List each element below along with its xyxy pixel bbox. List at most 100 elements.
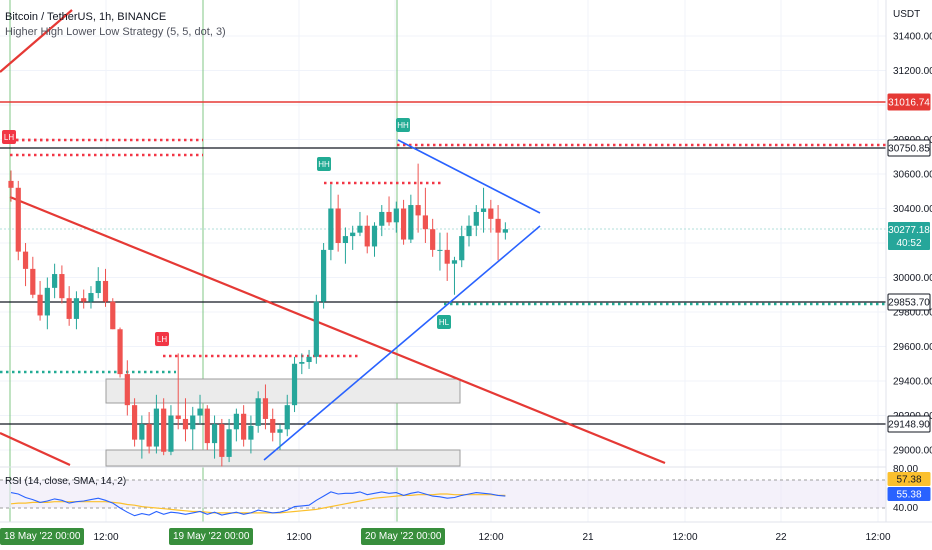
candle	[451, 260, 458, 264]
signal-badge	[437, 315, 451, 329]
signal-badge	[396, 118, 410, 132]
candle	[393, 208, 399, 223]
candle	[313, 301, 319, 357]
resistance-price-label-box	[887, 93, 931, 111]
candle	[117, 329, 123, 375]
trend-lines	[0, 9, 666, 467]
candle	[226, 429, 232, 457]
candle	[66, 298, 72, 319]
price-tick: 30600.00	[893, 170, 932, 181]
level-lines	[0, 101, 886, 425]
candle	[299, 362, 305, 364]
time-axis[interactable]: 12:00 12:00 12:00 21 12:00 22 12:00	[0, 521, 932, 543]
candle	[415, 205, 421, 216]
candle	[233, 413, 239, 430]
signal-labels: LH HH HH LH HL	[2, 118, 451, 346]
zone-box	[105, 378, 461, 404]
rsi-level-label: 40.00	[893, 503, 918, 514]
trend-line-red	[0, 9, 73, 73]
price-tick: 31400.00	[893, 32, 932, 43]
candle	[44, 287, 50, 316]
candle	[15, 187, 21, 252]
candle	[291, 363, 298, 406]
date-highlight-20: 20 May '22 00:00	[361, 528, 446, 545]
candle	[437, 249, 443, 251]
candle	[480, 208, 487, 212]
price-tick: 30400.00	[893, 204, 932, 215]
time-tick: 12:00	[93, 532, 118, 543]
candle	[182, 418, 189, 430]
signal-text: LH	[4, 133, 14, 142]
candle	[321, 249, 327, 302]
rsi-pane	[0, 466, 886, 517]
candle	[459, 236, 465, 261]
candle	[161, 408, 167, 452]
candle	[88, 293, 94, 302]
date-highlight-19: 19 May '22 00:00	[169, 528, 254, 545]
candle	[502, 229, 508, 233]
candle	[466, 225, 472, 237]
signal-text: HH	[318, 160, 330, 169]
signal-badge	[317, 157, 331, 171]
candle	[59, 274, 65, 299]
candle	[408, 205, 414, 240]
last-price-box	[888, 222, 930, 250]
candle	[350, 232, 356, 237]
candle	[473, 211, 479, 226]
signal-text: HH	[397, 121, 409, 130]
candle	[175, 415, 181, 419]
time-tick: 22	[775, 532, 787, 543]
time-tick: 21	[582, 532, 594, 543]
zone-boxes	[105, 378, 461, 467]
price-tick: 29800.00	[893, 308, 932, 319]
candlestick-series	[8, 163, 508, 468]
candle	[430, 229, 436, 250]
candle	[146, 424, 152, 447]
price-tick: 29400.00	[893, 377, 932, 388]
candle	[371, 225, 378, 247]
candle	[81, 298, 87, 302]
rsi-value: 55.38	[896, 490, 921, 501]
countdown-label: 40:52	[896, 238, 921, 249]
low-price-label-box	[887, 415, 931, 433]
candle	[204, 408, 210, 444]
time-tick: 12:00	[865, 532, 890, 543]
candle	[211, 424, 218, 444]
candle	[37, 294, 43, 316]
candle	[386, 211, 392, 223]
zone-box	[105, 449, 461, 467]
candle	[219, 424, 225, 457]
time-tick: 12:00	[286, 532, 311, 543]
price-tick: 29600.00	[893, 342, 932, 353]
candle	[342, 236, 349, 243]
candle	[102, 280, 109, 302]
candle	[379, 211, 385, 226]
hh-price-label: 30750.85	[888, 144, 930, 155]
symbol-title: Bitcoin / TetherUS, 1h, BINANCE	[5, 11, 167, 23]
candle	[422, 215, 428, 230]
candle	[241, 413, 247, 440]
indicator-title: Higher High Lower Low Strategy (5, 5, do…	[5, 26, 226, 38]
candle	[197, 408, 203, 416]
candle	[364, 225, 370, 247]
candle	[22, 251, 29, 269]
candle	[284, 405, 290, 430]
trend-line-blue	[263, 225, 541, 461]
candle	[306, 356, 312, 363]
chart-grid	[0, 0, 886, 522]
trend-line-red	[9, 195, 666, 465]
time-tick: 12:00	[672, 532, 697, 543]
trend-line-blue	[397, 139, 541, 214]
candle	[357, 225, 363, 233]
currency-label: USDT	[893, 9, 920, 20]
candle	[52, 274, 58, 288]
candle	[124, 374, 130, 406]
candle	[153, 408, 159, 447]
candle	[110, 301, 116, 330]
candle	[95, 280, 101, 294]
price-axis[interactable]: USDT31400.0031200.0030800.0030600.003040…	[885, 0, 932, 550]
candle	[131, 405, 138, 440]
day-separators	[9, 0, 398, 522]
price-tick: 31200.00	[893, 66, 932, 77]
